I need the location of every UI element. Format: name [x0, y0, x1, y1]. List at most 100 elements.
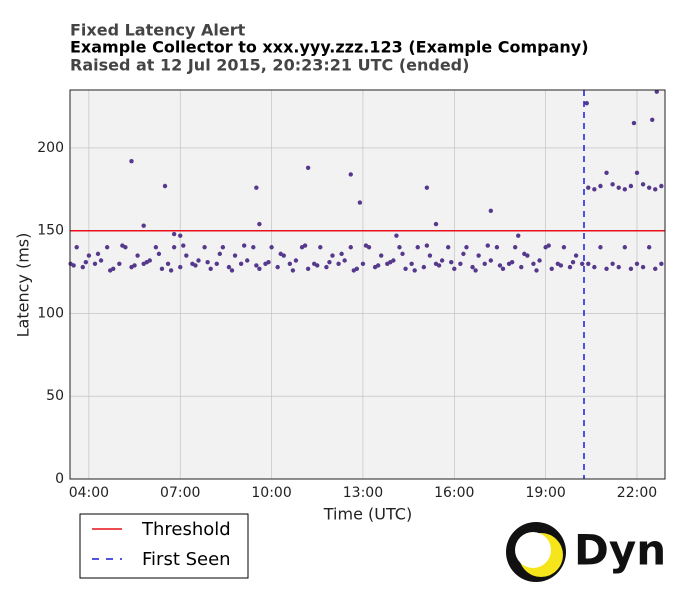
- y-tick-label: 200: [37, 140, 64, 156]
- data-point: [342, 258, 347, 263]
- data-point: [196, 258, 201, 263]
- data-point: [494, 245, 500, 250]
- data-point: [433, 221, 439, 227]
- data-point: [497, 263, 503, 268]
- data-point: [302, 243, 308, 248]
- data-point: [650, 117, 655, 122]
- data-point: [266, 259, 271, 265]
- data-point: [287, 261, 293, 267]
- data-point: [586, 185, 591, 190]
- data-point: [567, 264, 573, 270]
- data-point: [269, 245, 274, 250]
- data-point: [400, 251, 405, 257]
- data-point: [241, 243, 247, 248]
- data-point: [436, 263, 442, 268]
- data-point: [339, 251, 344, 257]
- data-point: [293, 258, 299, 263]
- data-point: [117, 261, 122, 267]
- data-point: [120, 243, 125, 248]
- data-point: [634, 261, 640, 267]
- data-point: [445, 245, 451, 250]
- data-point: [604, 170, 609, 175]
- data-point: [348, 172, 353, 177]
- data-point: [278, 251, 283, 257]
- data-point: [80, 264, 85, 270]
- data-point: [254, 185, 259, 190]
- data-point: [257, 266, 262, 271]
- data-point: [403, 266, 408, 271]
- data-point: [476, 253, 481, 258]
- data-point: [458, 261, 463, 267]
- legend-label: Threshold: [141, 519, 231, 540]
- data-point: [586, 261, 591, 267]
- data-point: [622, 245, 628, 250]
- data-point: [226, 264, 232, 270]
- y-tick-label: 100: [37, 305, 64, 321]
- data-point: [546, 243, 551, 248]
- data-point: [485, 243, 490, 248]
- data-point: [132, 263, 137, 268]
- data-point: [534, 268, 539, 273]
- data-point: [646, 185, 652, 190]
- data-point: [561, 245, 567, 250]
- data-point: [604, 266, 609, 271]
- data-point: [315, 263, 320, 268]
- data-point: [482, 261, 487, 267]
- data-point: [397, 245, 402, 250]
- data-point: [531, 261, 536, 267]
- data-point: [275, 264, 280, 270]
- data-point: [214, 261, 219, 267]
- data-point: [257, 221, 262, 227]
- data-point: [516, 233, 521, 238]
- data-point: [305, 165, 311, 170]
- data-point: [330, 253, 335, 258]
- data-point: [71, 263, 76, 268]
- data-point: [622, 187, 628, 192]
- data-point: [232, 253, 238, 258]
- data-point: [205, 259, 210, 265]
- data-point: [181, 243, 186, 248]
- data-point: [592, 264, 597, 270]
- data-point: [171, 245, 177, 250]
- data-point: [327, 259, 332, 265]
- data-point: [178, 264, 183, 270]
- data-point: [592, 187, 597, 192]
- data-point: [461, 251, 466, 257]
- x-tick-label: 04:00: [69, 485, 109, 501]
- data-point: [168, 268, 174, 273]
- data-point: [193, 263, 198, 268]
- data-point: [522, 251, 527, 257]
- data-point: [83, 259, 89, 265]
- data-point: [357, 200, 363, 205]
- data-point: [388, 259, 393, 265]
- data-point: [412, 268, 417, 273]
- data-point: [634, 170, 640, 175]
- chart-subtitle: Example Collector to xxx.yyy.zzz.123 (Ex…: [70, 38, 589, 57]
- data-point: [336, 261, 341, 267]
- data-point: [409, 261, 414, 267]
- legend-label: First Seen: [142, 549, 231, 570]
- data-point: [424, 243, 430, 248]
- data-point: [488, 258, 494, 263]
- data-point: [421, 264, 427, 270]
- data-point: [135, 253, 140, 258]
- data-point: [628, 266, 634, 271]
- data-point: [598, 183, 603, 189]
- y-axis-label: Latency (ms): [14, 233, 33, 338]
- alert-status: Raised at 12 Jul 2015, 20:23:21 UTC (end…: [70, 56, 469, 75]
- data-point: [610, 261, 615, 267]
- data-point: [379, 253, 384, 258]
- x-tick-label: 13:00: [343, 485, 383, 501]
- data-point: [74, 245, 79, 250]
- data-point: [95, 251, 101, 257]
- x-tick-label: 16:00: [434, 485, 474, 501]
- data-point: [653, 187, 658, 192]
- data-point: [415, 245, 420, 250]
- data-point: [165, 261, 171, 267]
- data-point: [570, 259, 576, 265]
- data-point: [424, 185, 430, 190]
- data-point: [86, 253, 92, 258]
- y-tick-label: 150: [37, 223, 64, 239]
- data-point: [178, 233, 183, 238]
- data-point: [129, 158, 134, 164]
